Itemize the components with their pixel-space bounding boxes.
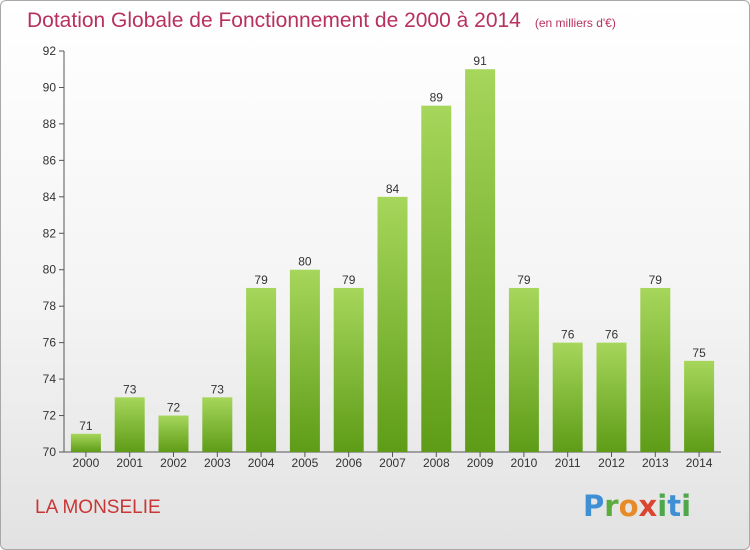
- bar: [596, 342, 627, 452]
- bar-value-label: 89: [430, 91, 444, 105]
- bar: [70, 433, 101, 452]
- bar: [421, 105, 452, 452]
- bar: [640, 287, 671, 452]
- chart-unit: (en milliers d'€): [534, 16, 616, 30]
- bar-value-label: 71: [79, 419, 93, 433]
- y-tick-label: 90: [43, 80, 57, 94]
- y-tick-label: 86: [43, 153, 57, 167]
- x-tick-label: 2010: [511, 456, 538, 470]
- y-tick-label: 84: [43, 190, 57, 204]
- x-tick-label: 2000: [73, 456, 100, 470]
- x-tick-label: 2008: [423, 456, 450, 470]
- chart-bars: [70, 69, 715, 453]
- chart-data-labels: 71 73 72 73 79 80 79 84 89 91 79 76 76 79 75: [79, 54, 706, 433]
- y-tick-label: 78: [43, 299, 57, 313]
- y-tick-label: 76: [43, 336, 57, 350]
- bar: [508, 287, 539, 452]
- x-tick-label: 2014: [686, 456, 713, 470]
- bar: [114, 397, 145, 452]
- x-tick-label: 2006: [335, 456, 362, 470]
- commune-name: LA MONSELIE: [35, 497, 161, 518]
- x-tick-label: 2009: [467, 456, 494, 470]
- bar-value-label: 75: [692, 346, 706, 360]
- bar: [289, 269, 320, 452]
- bar-value-label: 79: [254, 273, 268, 287]
- y-tick-label: 80: [43, 263, 57, 277]
- y-tick-label: 92: [43, 44, 57, 58]
- chart-title-text: Dotation Globale de Fonctionnement de 20…: [27, 9, 521, 32]
- bar-value-label: 79: [342, 273, 356, 287]
- bar-value-label: 79: [517, 273, 531, 287]
- bar: [158, 415, 189, 452]
- bar-value-label: 73: [123, 382, 137, 396]
- x-tick-label: 2002: [160, 456, 187, 470]
- bar-value-label: 84: [386, 182, 400, 196]
- chart-title: Dotation Globale de Fonctionnement de 20…: [27, 9, 616, 33]
- bar: [333, 287, 364, 452]
- x-tick-label: 2003: [204, 456, 231, 470]
- y-tick-label: 70: [43, 445, 57, 459]
- x-tick-label: 2012: [598, 456, 625, 470]
- bar-value-label: 76: [561, 328, 575, 342]
- x-tick-label: 2007: [379, 456, 406, 470]
- bar: [684, 360, 715, 452]
- bar: [465, 69, 496, 453]
- bar-value-label: 72: [167, 401, 181, 415]
- bar-value-label: 91: [473, 54, 487, 68]
- x-tick-label: 2004: [248, 456, 275, 470]
- x-tick-label: 2013: [642, 456, 669, 470]
- y-tick-label: 74: [43, 372, 57, 386]
- bar: [202, 397, 233, 452]
- y-tick-label: 72: [43, 409, 57, 423]
- bar-value-label: 79: [649, 273, 663, 287]
- bar-value-label: 76: [605, 328, 619, 342]
- bar-value-label: 73: [211, 382, 225, 396]
- x-tick-label: 2001: [116, 456, 143, 470]
- bar-value-label: 80: [298, 255, 312, 269]
- bar: [246, 287, 277, 452]
- x-tick-label: 2011: [555, 456, 581, 470]
- bar: [552, 342, 583, 452]
- proxiti-logo: Proxiti: [583, 489, 692, 523]
- x-tick-label: 2005: [292, 456, 319, 470]
- y-tick-label: 88: [43, 117, 57, 131]
- bar: [377, 196, 408, 452]
- y-tick-label: 82: [43, 226, 57, 240]
